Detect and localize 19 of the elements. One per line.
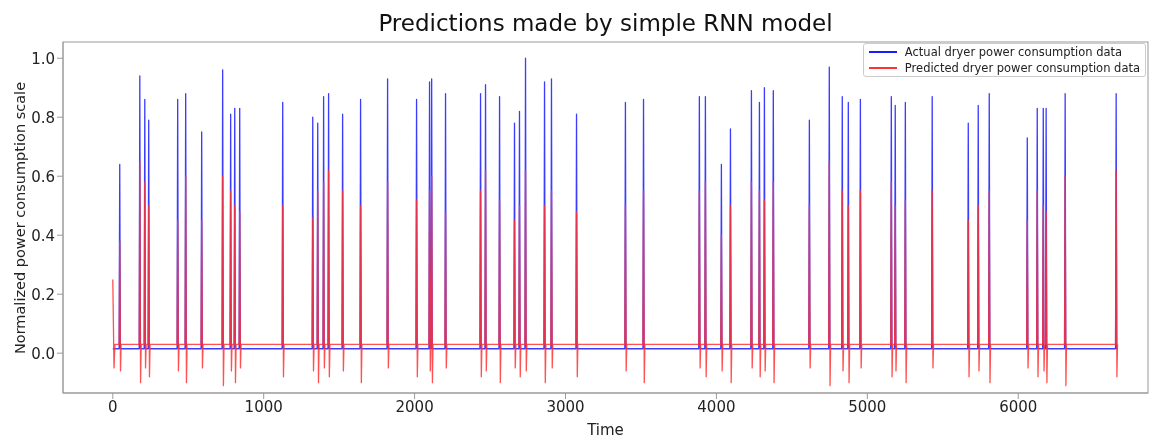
legend-label: Actual dryer power consumption data [904,44,1123,60]
x-tick-label: 6000 [999,397,1038,416]
y-tick-label: 0.8 [31,108,55,127]
y-tick-label: 0.6 [31,167,55,186]
y-tick-label: 0.2 [31,285,55,304]
y-tick-label: 0.0 [31,344,55,363]
chart-title: Predictions made by simple RNN model [377,10,834,36]
x-tick-label: 0 [108,397,118,416]
x-tick-label: 1000 [244,397,283,416]
legend-label: Predicted dryer power consumption data [904,60,1140,76]
x-axis-title: Time [586,421,625,439]
x-tick-label: 4000 [697,397,736,416]
x-tick-label: 2000 [395,397,434,416]
y-tick-label: 0.4 [31,226,55,245]
y-tick-label: 1.0 [31,49,55,68]
y-axis-title: Normalized power consumption scale [12,81,28,354]
x-tick-label: 3000 [546,397,585,416]
x-tick-label: 5000 [848,397,887,416]
line-series [112,160,1119,387]
